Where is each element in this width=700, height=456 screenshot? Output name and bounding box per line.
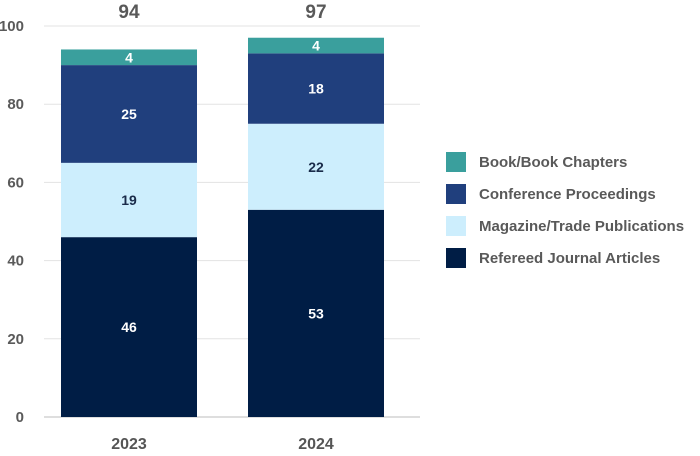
y-tick-label: 0 (16, 409, 24, 426)
bar-segment (61, 237, 197, 417)
bar-segment (248, 209, 384, 417)
legend-label: Conference Proceedings (479, 186, 656, 203)
bar-data-label: 53 (308, 305, 324, 321)
x-category-label: 2024 (298, 436, 334, 453)
legend-label: Book/Book Chapters (479, 154, 627, 171)
bar-segment (248, 123, 384, 210)
bar-segment (61, 65, 197, 163)
legend: Book/Book Chapters Conference Proceedings… (446, 152, 684, 268)
bar-data-label: 25 (121, 106, 137, 122)
y-tick-label: 100 (0, 18, 24, 35)
legend-label: Magazine/Trade Publications (479, 218, 684, 235)
bar-total-label: 94 (118, 2, 140, 23)
y-tick-label: 40 (7, 253, 24, 270)
bar-segment (248, 37, 384, 54)
y-tick-label: 60 (7, 174, 24, 191)
y-axis-ticks: 0 20 40 60 80 100 (0, 18, 24, 426)
bar-segment (248, 53, 384, 124)
legend-label: Refereed Journal Articles (479, 250, 660, 267)
bar-segment (61, 162, 197, 238)
legend-swatch (446, 152, 466, 172)
legend-swatch (446, 216, 466, 236)
bar-total-label: 97 (305, 2, 326, 23)
bar-data-label: 22 (308, 159, 324, 175)
bar-data-label: 18 (308, 81, 324, 97)
bars: 46 19 25 4 94 53 22 18 4 97 (61, 2, 384, 417)
bar-data-label: 4 (312, 38, 320, 54)
legend-swatch (446, 184, 466, 204)
x-axis-categories: 2023 2024 (111, 436, 334, 453)
x-category-label: 2023 (111, 436, 147, 453)
bar-data-label: 19 (121, 192, 137, 208)
bar-segment (61, 49, 197, 66)
legend-swatch (446, 248, 466, 268)
y-tick-label: 20 (7, 331, 24, 348)
y-tick-label: 80 (7, 96, 24, 113)
bar-data-label: 4 (125, 49, 133, 65)
bar-data-label: 46 (121, 319, 137, 335)
